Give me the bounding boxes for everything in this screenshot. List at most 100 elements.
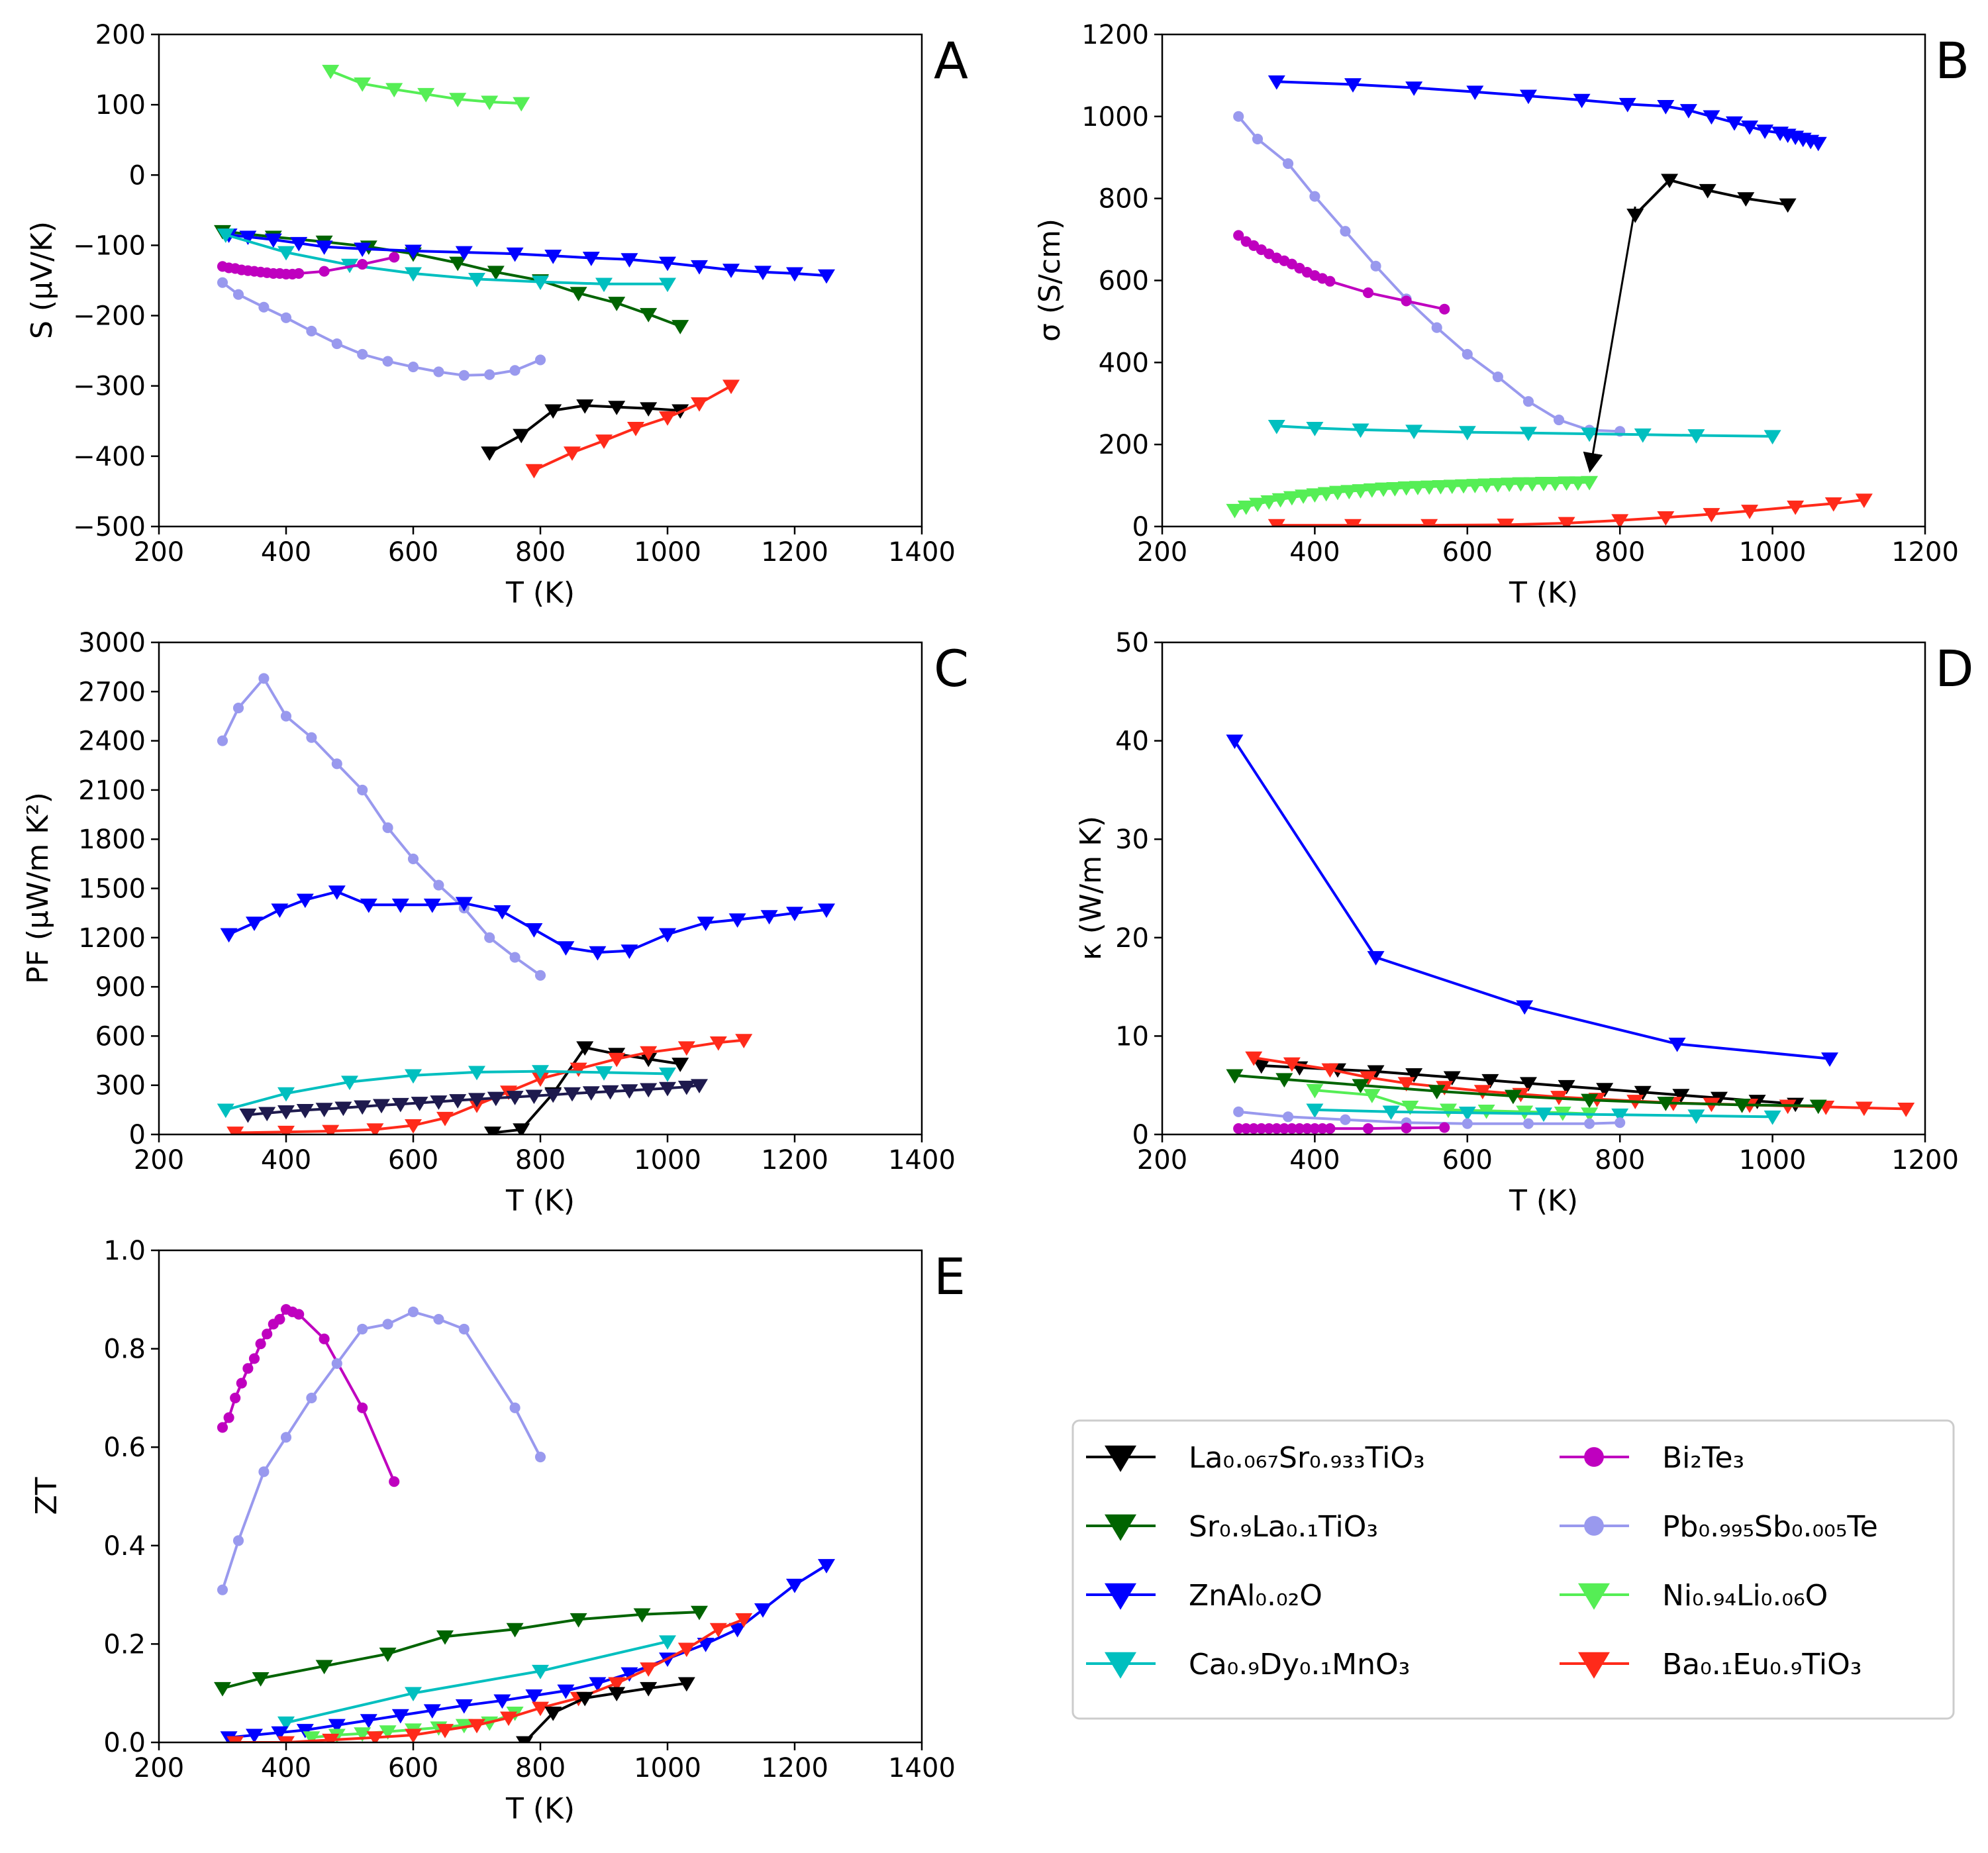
data-point (232, 703, 244, 714)
x-tick-label: 1200 (1891, 1145, 1959, 1176)
data-point (1295, 489, 1313, 504)
data-point (232, 289, 244, 300)
data-point (1306, 422, 1324, 436)
data-point (277, 1716, 295, 1731)
legend-item-bi2te3: Bi₂Te₃ (1560, 1441, 1744, 1475)
panel-e-series-pb0-995sb0-005te (217, 1306, 546, 1595)
data-point (391, 1709, 409, 1724)
data-point (532, 1072, 549, 1087)
data-point (1455, 479, 1473, 494)
data-point (481, 95, 499, 111)
y-tick-label: 0.6 (103, 1432, 146, 1463)
panel-a-ticks: 200 400 600 800 1000 1200 1400−500−400−300−200… (73, 20, 956, 568)
data-point (1779, 198, 1797, 213)
data-point (621, 253, 638, 268)
panel-b-series-znal0-02o (1267, 75, 1827, 152)
data-point (818, 1559, 835, 1574)
y-tick-label: 900 (95, 972, 146, 1003)
data-point (357, 348, 368, 360)
data-point (217, 1584, 228, 1595)
data-point (1233, 1123, 1244, 1134)
data-point (1699, 183, 1716, 199)
data-point (786, 267, 803, 282)
y-tick-label: 2400 (78, 726, 146, 757)
legend-label: Pb₀.₉₉₅Sb₀.₀₀₅Te (1662, 1510, 1878, 1544)
data-point (557, 1684, 575, 1699)
y-tick-label: 0.0 (103, 1728, 146, 1758)
y-tick-label: 1800 (78, 825, 146, 855)
data-point (1431, 322, 1442, 333)
panel-b-series-ba0-1eu0-9tio3 (1267, 493, 1873, 526)
data-point (1240, 1123, 1252, 1134)
data-point (509, 952, 521, 963)
data-point (1324, 275, 1336, 287)
data-point (709, 1623, 727, 1638)
x-tick-label: 1400 (888, 1145, 956, 1176)
data-point (659, 928, 676, 943)
data-point (1443, 479, 1461, 495)
data-point (576, 1041, 594, 1056)
data-point (677, 1677, 695, 1692)
data-point (407, 1306, 419, 1317)
data-point (1420, 480, 1438, 495)
data-point (506, 1091, 524, 1105)
panel-b-series-bi2te3 (1233, 230, 1450, 315)
data-point (728, 1623, 746, 1638)
y-tick-label: 400 (1099, 348, 1149, 378)
data-point (735, 1034, 753, 1048)
data-point (1328, 485, 1346, 501)
data-point (239, 230, 257, 246)
data-point (1581, 476, 1599, 491)
panel-a-ylabel: S (μV/K) (25, 221, 59, 339)
y-tick-label: 30 (1115, 825, 1149, 855)
data-point (1687, 429, 1705, 444)
data-point (513, 428, 530, 444)
data-point (360, 1714, 377, 1728)
x-tick-label: 800 (1595, 1145, 1645, 1176)
data-point (1821, 1052, 1838, 1067)
data-point (709, 1036, 727, 1051)
data-point (1462, 1118, 1473, 1129)
data-point (1264, 1123, 1275, 1134)
y-tick-label: 0 (1132, 1120, 1149, 1150)
data-point (217, 228, 234, 243)
data-point (1321, 1063, 1339, 1078)
y-tick-label: 10 (1115, 1021, 1149, 1052)
data-point (1401, 1101, 1419, 1115)
data-point (532, 1701, 549, 1717)
data-point (659, 1081, 676, 1097)
y-tick-label: 200 (1099, 430, 1149, 460)
y-tick-label: −200 (73, 301, 146, 332)
data-point (1252, 133, 1264, 144)
data-point (722, 264, 740, 278)
data-point (1764, 430, 1781, 445)
data-point (449, 1094, 467, 1109)
y-tick-label: 0 (129, 1120, 146, 1150)
data-point (691, 1079, 708, 1094)
data-point (1432, 479, 1450, 495)
data-point (468, 273, 485, 287)
data-point (468, 1093, 485, 1108)
data-point (223, 1412, 234, 1423)
data-point (1309, 1123, 1320, 1134)
data-point (258, 1466, 270, 1477)
data-point (1344, 78, 1362, 93)
data-point (242, 1363, 254, 1374)
y-tick-label: 800 (1099, 184, 1149, 215)
data-point (728, 913, 746, 928)
data-point (1397, 481, 1415, 496)
legend-item-pb0-995sb0-005te: Pb₀.₉₉₅Sb₀.₀₀₅Te (1560, 1510, 1878, 1544)
x-tick-label: 200 (134, 1753, 184, 1783)
x-tick-label: 400 (1289, 1145, 1340, 1176)
data-point (1596, 1083, 1614, 1097)
data-point (1260, 495, 1278, 510)
data-point (433, 366, 444, 377)
data-point (640, 308, 658, 323)
panel-b-line-ca0-9dy0-1mno3 (1276, 425, 1773, 438)
data-point (1440, 1103, 1457, 1119)
data-point (582, 252, 600, 266)
data-point (391, 898, 409, 913)
data-point (449, 256, 467, 272)
panel-d-ylabel: κ (W/m K) (1074, 816, 1108, 960)
data-point (1352, 484, 1369, 499)
